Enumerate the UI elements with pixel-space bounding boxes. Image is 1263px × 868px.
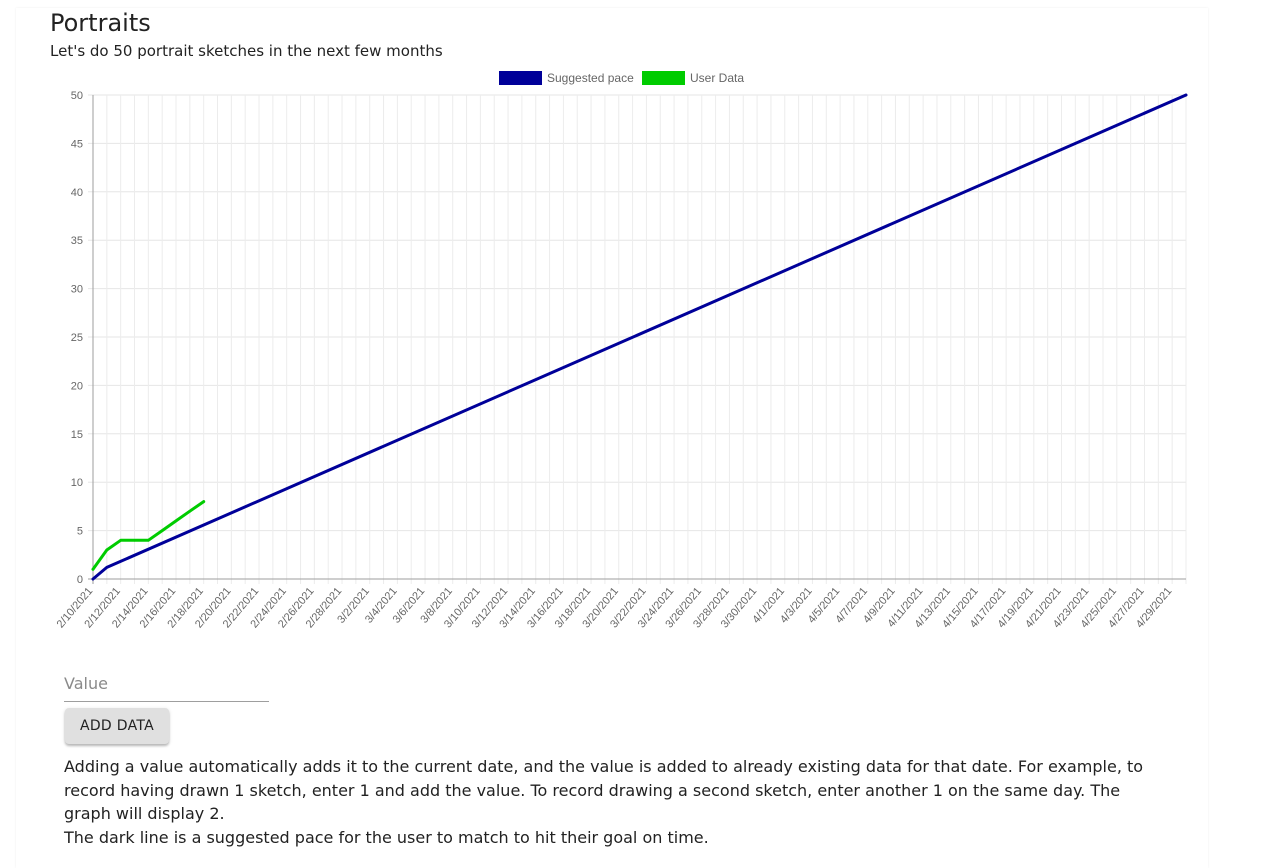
chart-grid bbox=[88, 94, 1187, 584]
value-input[interactable] bbox=[64, 670, 269, 702]
instructions-paragraph-1: Adding a value automatically adds it to … bbox=[64, 757, 1144, 823]
instructions-text: Adding a value automatically adds it to … bbox=[64, 755, 1164, 849]
page-title: Portraits bbox=[50, 9, 151, 37]
data-point bbox=[91, 568, 95, 571]
legend-label: Suggested pace bbox=[547, 71, 634, 85]
instructions-paragraph-2: The dark line is a suggested pace for th… bbox=[64, 827, 709, 847]
y-tick-label: 30 bbox=[71, 284, 83, 296]
y-tick-label: 45 bbox=[71, 138, 83, 150]
y-tick-label: 35 bbox=[71, 235, 83, 247]
data-point bbox=[105, 566, 109, 569]
data-point bbox=[1184, 93, 1188, 97]
y-tick-label: 50 bbox=[71, 90, 83, 102]
legend-swatch bbox=[642, 71, 685, 85]
chart-axes bbox=[92, 95, 1186, 580]
data-point bbox=[202, 500, 205, 503]
data-point bbox=[119, 538, 122, 542]
legend-item: Suggested pace bbox=[499, 71, 634, 85]
data-point bbox=[147, 538, 150, 542]
y-tick-label: 0 bbox=[77, 574, 83, 586]
y-tick-label: 15 bbox=[71, 429, 83, 441]
x-axis-ticks: 2/10/20212/12/20212/14/20212/16/20212/18… bbox=[55, 585, 1175, 630]
add-data-button[interactable]: ADD DATA bbox=[65, 708, 169, 744]
goal-card bbox=[16, 8, 1208, 868]
legend-swatch bbox=[499, 71, 542, 85]
data-point bbox=[160, 529, 164, 532]
y-tick-label: 40 bbox=[71, 187, 83, 199]
data-point bbox=[133, 538, 136, 542]
y-tick-label: 5 bbox=[77, 526, 83, 538]
chart-legend: Suggested pace User Data bbox=[499, 71, 744, 85]
data-point bbox=[174, 519, 178, 523]
chart-series bbox=[91, 93, 1188, 581]
data-point bbox=[105, 548, 109, 552]
progress-chart: 0 5 10 15 20 25 30 35 40 45 50 2/10/20212/12/20212… bbox=[55, 71, 1188, 630]
y-tick-label: 10 bbox=[71, 477, 83, 489]
y-axis-ticks: 0 5 10 15 20 25 30 35 40 45 50 bbox=[71, 90, 83, 586]
legend-item: User Data bbox=[642, 71, 744, 85]
data-point bbox=[188, 509, 192, 513]
data-point bbox=[91, 577, 95, 581]
legend-label: User Data bbox=[690, 71, 744, 85]
y-tick-label: 20 bbox=[71, 380, 83, 392]
page-subtitle: Let's do 50 portrait sketches in the nex… bbox=[50, 42, 443, 60]
y-tick-label: 25 bbox=[71, 332, 83, 344]
